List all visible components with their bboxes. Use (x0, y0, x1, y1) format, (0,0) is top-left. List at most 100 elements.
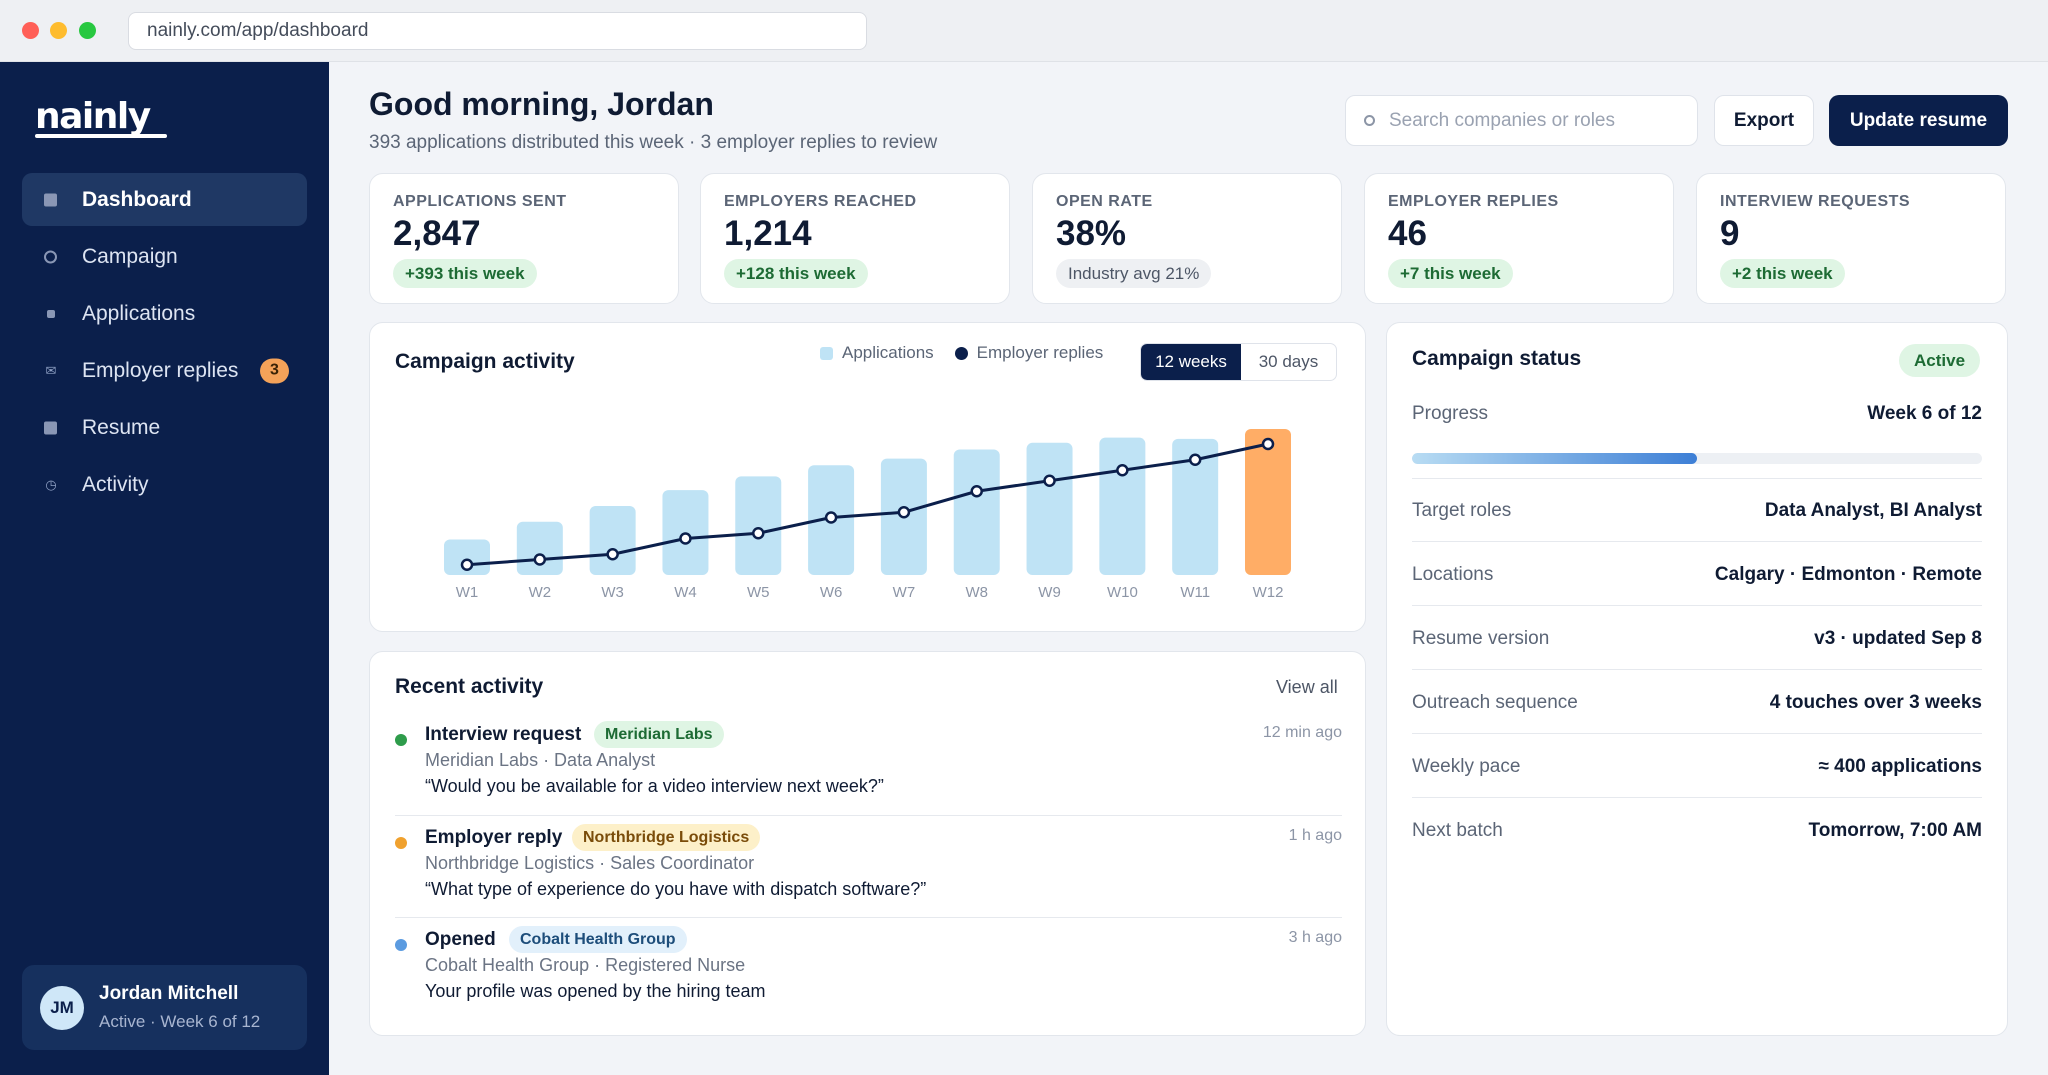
stat-label: APPLICATIONS SENT (393, 193, 567, 210)
replies-point-w11 (1188, 453, 1202, 466)
sidebar-item-dashboard[interactable]: Dashboard (22, 173, 307, 226)
progress-fill (1412, 453, 1697, 464)
status-dot-blue (395, 939, 407, 951)
export-button[interactable]: Export (1714, 95, 1814, 146)
logo-underline (35, 134, 167, 138)
range-option-12-weeks[interactable]: 12 weeks (1141, 344, 1241, 380)
activity-meta: Cobalt Health Group · Registered Nurse (425, 955, 746, 975)
update-resume-button[interactable]: Update resume (1829, 95, 2008, 146)
activity-title: Opened (425, 929, 496, 950)
row-value: Calgary · Edmonton · Remote (1714, 564, 1982, 585)
divider (1412, 605, 1982, 606)
sidebar-item-label: Dashboard (82, 187, 192, 211)
status-dot-green (395, 734, 407, 746)
x-tick-label: W8 (965, 584, 988, 601)
search-input[interactable]: Search companies or roles (1345, 95, 1698, 146)
bar-w8 (953, 449, 1000, 575)
bar-w11 (1172, 438, 1219, 575)
row-label: Locations (1412, 564, 1494, 585)
bar-w10 (1099, 437, 1146, 575)
stat-value: 2,847 (393, 214, 481, 253)
legend-label-applications: Applications (842, 343, 934, 362)
progress-bar (1412, 453, 1982, 464)
stat-value: 9 (1720, 214, 1740, 253)
sidebar: nainly Dashboard Campaign Applications ✉… (0, 62, 329, 1075)
status-dot-yellow (395, 837, 407, 849)
close-window-button[interactable] (22, 22, 39, 39)
stat-value: 1,214 (724, 214, 812, 253)
stat-delta: +393 this week (393, 259, 537, 288)
unread-badge: 3 (260, 358, 289, 383)
activity-time: 3 h ago (1288, 929, 1342, 946)
main-content: Good morning, Jordan 393 applications di… (329, 62, 2048, 1075)
search-placeholder: Search companies or roles (1389, 109, 1615, 131)
search-icon (1364, 115, 1375, 126)
stat-label: OPEN RATE (1056, 193, 1153, 210)
activity-title: Interview request (425, 724, 582, 745)
activity-time: 12 min ago (1262, 724, 1342, 741)
stat-card-interviews: INTERVIEW REQUESTS 9 +2 this week (1696, 173, 2006, 304)
chart-legend: Applications Employer replies (820, 343, 1103, 363)
sidebar-item-campaign[interactable]: Campaign (22, 230, 307, 283)
divider (1412, 541, 1982, 542)
x-tick-label: W1 (456, 584, 479, 601)
bar-w9 (1026, 442, 1073, 575)
campaign-icon (44, 250, 57, 263)
x-tick-label: W4 (674, 584, 697, 601)
applications-icon (47, 309, 55, 318)
sidebar-item-label: Resume (82, 415, 161, 439)
maximize-window-button[interactable] (79, 22, 96, 39)
page-subtitle: 393 applications distributed this week ·… (369, 132, 938, 153)
status-badge: Active (1899, 344, 1981, 377)
activity-item[interactable]: Interview request Meridian Labs 12 min a… (395, 720, 1342, 816)
activity-item[interactable]: Employer reply Northbridge Logistics 1 h… (395, 823, 1342, 918)
x-tick-label: W11 (1180, 584, 1210, 601)
activity-item[interactable]: Opened Cobalt Health Group 3 h ago Cobal… (395, 925, 1342, 1020)
x-tick-label: W12 (1253, 584, 1284, 601)
status-row-resume-version: Resume version v3 · updated Sep 8 (1412, 606, 1982, 670)
replies-point-w12 (1261, 437, 1275, 451)
stat-label: EMPLOYERS REACHED (724, 193, 917, 210)
stat-card-employers: EMPLOYERS REACHED 1,214 +128 this week (700, 173, 1010, 304)
stat-value: 46 (1388, 214, 1427, 253)
row-value: Tomorrow, 7:00 AM (1808, 820, 1982, 841)
row-label: Outreach sequence (1412, 692, 1578, 713)
stat-card-applications: APPLICATIONS SENT 2,847 +393 this week (369, 173, 679, 304)
view-all-link[interactable]: View all (1276, 677, 1338, 697)
stat-card-replies: EMPLOYER REPLIES 46 +7 this week (1364, 173, 1674, 304)
progress-label: Progress (1412, 403, 1489, 424)
stat-label: INTERVIEW REQUESTS (1720, 193, 1911, 210)
activity-meta: Northbridge Logistics · Sales Coordinato… (425, 853, 755, 873)
divider (1412, 733, 1982, 734)
minimize-window-button[interactable] (50, 22, 67, 39)
row-value: 4 touches over 3 weeks (1769, 692, 1982, 713)
sidebar-item-applications[interactable]: Applications (22, 287, 307, 340)
activity-title: Employer reply (425, 827, 563, 848)
x-tick-label: W9 (1038, 584, 1061, 601)
mail-icon: ✉ (45, 362, 57, 378)
sidebar-item-label: Applications (82, 301, 196, 325)
profile-name: Jordan Mitchell (99, 983, 239, 1004)
sidebar-item-activity[interactable]: ◷ Activity (22, 458, 307, 511)
replies-point-w7 (897, 506, 911, 519)
divider (1412, 797, 1982, 798)
activity-meta: Meridian Labs · Data Analyst (425, 750, 656, 770)
campaign-status-title: Campaign status (1412, 347, 1582, 370)
row-label: Next batch (1412, 820, 1503, 841)
chart-title: Campaign activity (395, 350, 575, 373)
sidebar-item-resume[interactable]: Resume (22, 401, 307, 454)
bar-w5 (735, 476, 782, 575)
replies-point-w6 (824, 511, 838, 524)
stat-value: 38% (1056, 214, 1127, 253)
replies-point-w5 (752, 527, 765, 540)
avatar: JM (40, 986, 84, 1030)
sidebar-item-employer-replies[interactable]: ✉ Employer replies 3 (22, 344, 307, 397)
x-tick-label: W2 (529, 584, 552, 601)
activity-message: “What type of experience do you have wit… (425, 879, 927, 899)
bar-w1 (444, 539, 490, 575)
range-option-30-days[interactable]: 30 days (1258, 352, 1319, 371)
address-bar[interactable]: nainly.com/app/dashboard (128, 12, 867, 50)
user-profile-card[interactable]: JM Jordan Mitchell Active · Week 6 of 12 (22, 965, 307, 1050)
brand-logo[interactable]: nainly (35, 96, 151, 137)
row-label: Target roles (1412, 500, 1512, 521)
